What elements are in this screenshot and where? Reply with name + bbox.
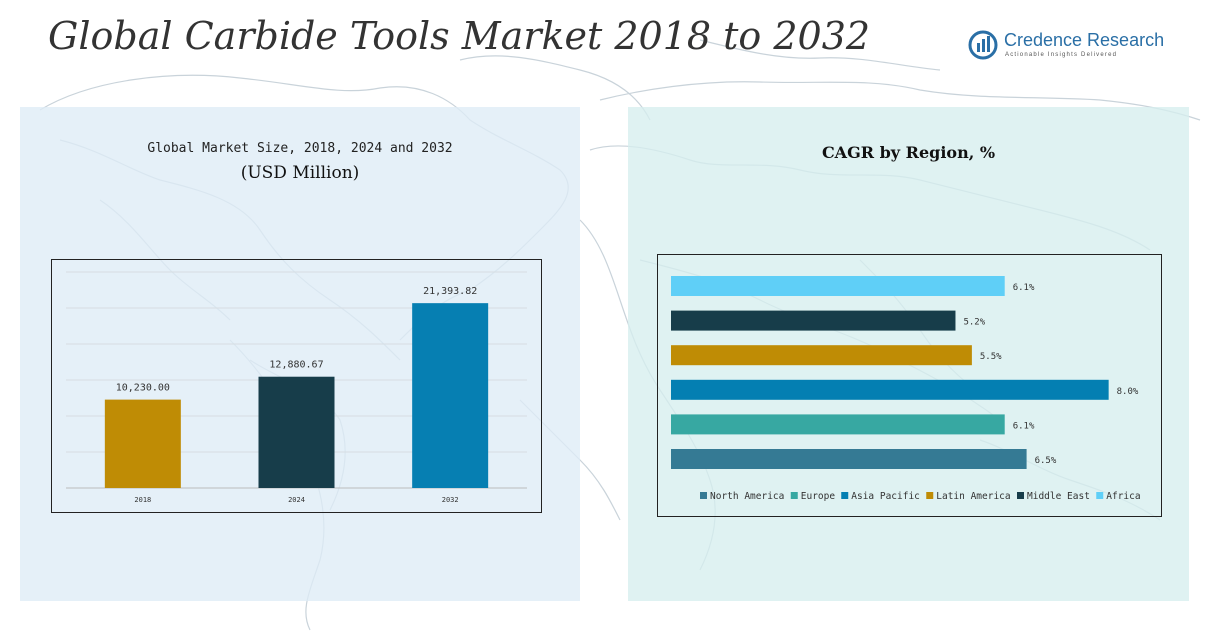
market-size-chart-subtitle: (USD Million) [240,163,360,183]
bar-2024 [258,376,335,488]
x-tick-label-2024: 2024 [288,496,305,504]
legend-label-africa: Africa [1106,491,1140,502]
data-label-europe: 6.1% [1013,421,1035,431]
legend-label-north-america: North America [710,491,784,502]
legend-label-asia-pacific: Asia Pacific [851,491,920,502]
data-label-middle-east: 5.2% [963,318,985,328]
legend-swatch-europe [790,492,798,499]
market-size-bar-chart: 10,230.00 2018 12,880.67 2024 21,393.82 2032 [66,271,527,504]
logo-mark-icon [968,30,998,60]
legend-swatch-africa [1096,492,1104,499]
bar-europe [671,414,1005,435]
legend-swatch-middle-east [1017,492,1024,499]
logo-tagline: Actionable Insights Delivered [1005,52,1118,58]
data-label-2032: 21,393.82 [423,286,477,297]
legend-swatch-north-america [700,492,707,499]
bar-middle-east [671,310,956,331]
legend-swatch-latin-america [926,492,934,499]
data-label-africa: 6.1% [1013,283,1035,293]
x-tick-label-2018: 2018 [134,496,151,504]
market-size-chart-title: Global Market Size, 2018, 2024 and 2032 [147,141,453,156]
credence-research-logo: Credence Research Actionable Insights De… [968,28,1168,68]
market-size-chart-frame: 10,230.00 2018 12,880.67 2024 21,393.82 2032 [51,259,542,513]
bar-latin-america [671,345,972,366]
bar-2032 [412,303,489,488]
data-label-2024: 12,880.67 [269,360,323,371]
bar-2018 [104,399,181,488]
cagr-chart-frame: 6.5% 6.1% 8.0% 5.5% 5.2% 6.1% North America Eur… [657,254,1162,517]
legend-label-europe: Europe [801,491,836,502]
chart-legend: North America Europe Asia Pacific Latin Ame… [700,491,1141,502]
bar-north-america [671,449,1027,469]
page-title: Global Carbide Tools Market 2018 to 2032 [48,14,871,58]
data-label-asia-pacific: 8.0% [1117,387,1139,397]
cagr-horizontal-bar-chart: 6.5% 6.1% 8.0% 5.5% 5.2% 6.1% North America Eur… [671,276,1141,502]
data-label-north-america: 6.5% [1035,456,1057,466]
data-label-2018: 10,230.00 [116,383,170,394]
bar-africa [671,276,1005,296]
legend-label-latin-america: Latin America [936,491,1010,502]
legend-label-middle-east: Middle East [1027,491,1090,502]
logo-name: Credence Research [1004,30,1165,50]
cagr-chart-title: CAGR by Region, % [821,143,996,162]
x-tick-label-2032: 2032 [442,496,459,504]
bar-asia-pacific [671,379,1109,400]
legend-swatch-asia-pacific [841,492,849,499]
data-label-latin-america: 5.5% [980,352,1002,362]
